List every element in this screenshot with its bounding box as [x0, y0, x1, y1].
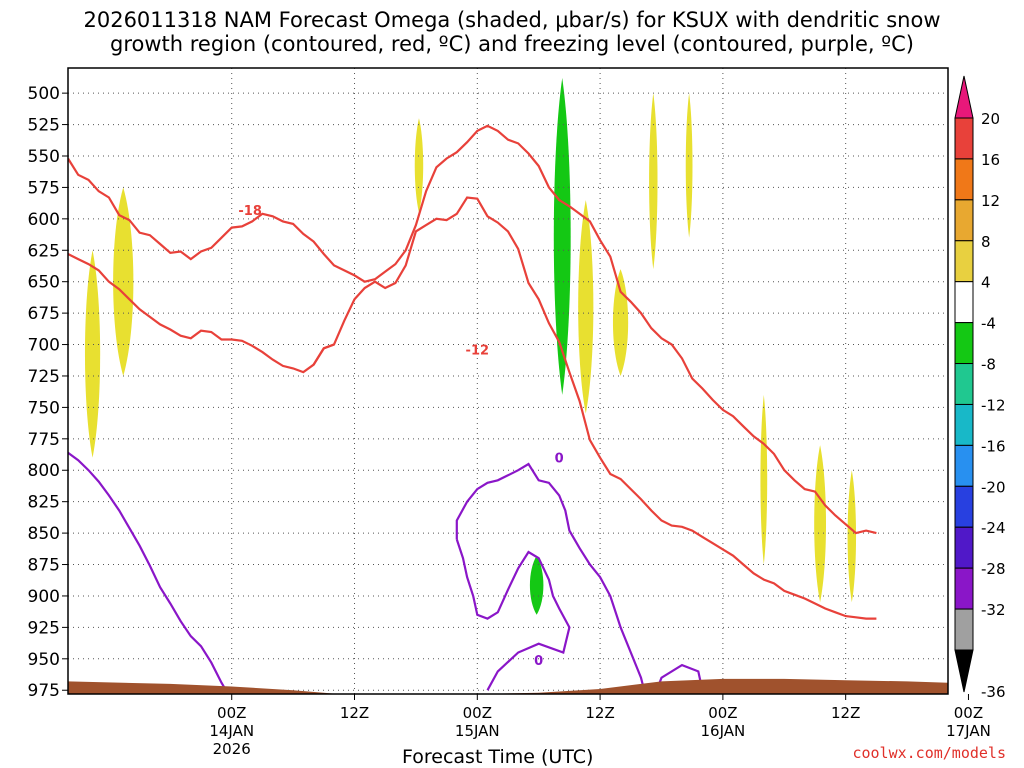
- y-tick-label-950: 950: [28, 650, 60, 670]
- contour-label-0-0: -18: [238, 204, 262, 219]
- colorbar-label-1: 16: [981, 151, 1000, 169]
- colorbar-top-arrow: [954, 75, 974, 119]
- y-tick-label-800: 800: [28, 461, 60, 481]
- colorbar-label-5: -4: [981, 315, 996, 333]
- y-tick-label-900: 900: [28, 587, 60, 607]
- colorbar-label-7: -12: [981, 396, 1006, 414]
- x-tick-date-0: 14JAN: [209, 722, 254, 740]
- omega-shade-7: [685, 93, 693, 238]
- y-tick-label-725: 725: [28, 367, 60, 387]
- colorbar-swatch-12: [954, 608, 974, 651]
- contour-label-2-1: 0: [534, 654, 543, 669]
- y-tick-label-675: 675: [28, 304, 60, 324]
- terrain-fill: [68, 678, 948, 694]
- contour-label-2-0: 0: [555, 452, 564, 467]
- y-tick-label-775: 775: [28, 430, 60, 450]
- y-tick-label-850: 850: [28, 524, 60, 544]
- x-tick-label-6: 00Z: [954, 704, 983, 722]
- y-tick-label-575: 575: [28, 178, 60, 198]
- omega-shade-3: [553, 78, 571, 395]
- colorbar-label-6: -8: [981, 356, 996, 374]
- y-tick-label-525: 525: [28, 116, 60, 136]
- plot-layer: [68, 68, 948, 694]
- colorbar-label-13: -36: [981, 683, 1006, 701]
- contour-dgz-0: [68, 124, 877, 535]
- colorbar-label-0: 20: [981, 110, 1000, 128]
- colorbar-swatch-0: [954, 117, 974, 160]
- omega-shade-10: [847, 470, 857, 603]
- colorbar-swatch-3: [954, 240, 974, 283]
- colorbar-swatch-7: [954, 403, 974, 446]
- colorbar-label-12: -32: [981, 601, 1006, 619]
- colorbar-swatch-9: [954, 485, 974, 528]
- x-axis-title: Forecast Time (UTC): [402, 746, 594, 768]
- contour-dgz-1: [312, 343, 335, 366]
- omega-shade-0: [84, 250, 101, 458]
- y-tick-label-700: 700: [28, 336, 60, 356]
- contour-label-1-0: -12: [466, 344, 490, 359]
- colorbar-label-3: 8: [981, 233, 991, 251]
- omega-shade-6: [649, 93, 658, 270]
- colorbar-swatch-2: [954, 199, 974, 242]
- y-tick-label-975: 975: [28, 681, 60, 701]
- y-tick-label-600: 600: [28, 210, 60, 230]
- x-tick-label-2: 00Z: [463, 704, 492, 722]
- contour-dgz-0-b: [68, 196, 877, 620]
- x-tick-date-4: 16JAN: [701, 722, 746, 740]
- credit-text: coolwx.com/models: [852, 744, 1006, 762]
- y-tick-label-925: 925: [28, 618, 60, 638]
- plot-area: [68, 68, 948, 694]
- contour-freezing-3: [455, 462, 647, 694]
- x-tick-date-2: 15JAN: [455, 722, 500, 740]
- x-tick-label-3: 12Z: [585, 704, 614, 722]
- colorbar-label-10: -24: [981, 519, 1006, 537]
- omega-shade-11: [529, 555, 544, 615]
- y-tick-label-650: 650: [28, 273, 60, 293]
- chart-title-line2: growth region (contoured, red, ºC) and f…: [110, 32, 914, 56]
- colorbar-swatch-1: [954, 158, 974, 201]
- colorbar-swatch-6: [954, 363, 974, 405]
- y-tick-label-550: 550: [28, 147, 60, 167]
- colorbar-swatch-5: [954, 322, 974, 365]
- y-tick-label-500: 500: [28, 84, 60, 104]
- x-tick-year-0: 2026: [213, 740, 251, 758]
- colorbar-swatch-10: [954, 526, 974, 569]
- chart-title-line1: 2026011318 NAM Forecast Omega (shaded, μ…: [83, 8, 941, 32]
- colorbar-label-8: -16: [981, 437, 1006, 455]
- colorbar-label-11: -28: [981, 560, 1006, 578]
- contour-freezing-4: [455, 539, 571, 691]
- x-tick-date-6: 17JAN: [946, 722, 991, 740]
- omega-shade-8: [760, 394, 768, 565]
- x-tick-label-0: 00Z: [217, 704, 246, 722]
- y-tick-label-825: 825: [28, 493, 60, 513]
- omega-shade-2: [414, 118, 424, 213]
- contour-freezing-2: [68, 451, 230, 694]
- colorbar-label-2: 12: [981, 192, 1000, 210]
- colorbar-swatch-4: [954, 281, 974, 324]
- x-tick-label-5: 12Z: [831, 704, 860, 722]
- y-tick-label-875: 875: [28, 556, 60, 576]
- colorbar-bottom-arrow: [954, 649, 974, 693]
- colorbar-label-9: -20: [981, 478, 1006, 496]
- x-tick-label-1: 12Z: [340, 704, 369, 722]
- plot-frame: [67, 67, 949, 695]
- omega-shade-4: [578, 199, 594, 414]
- y-tick-label-625: 625: [28, 241, 60, 261]
- colorbar-swatch-8: [954, 444, 974, 487]
- colorbar-label-4: 4: [981, 274, 991, 292]
- y-tick-label-750: 750: [28, 398, 60, 418]
- x-tick-label-4: 00Z: [708, 704, 737, 722]
- colorbar-swatch-11: [954, 567, 974, 610]
- omega-shade-9: [814, 445, 827, 603]
